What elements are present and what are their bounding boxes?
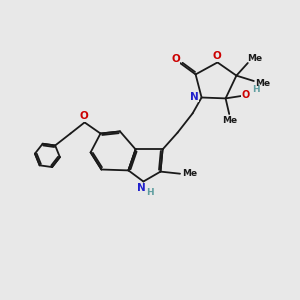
Text: N: N [190,92,199,102]
Text: H: H [146,188,154,197]
Text: Me: Me [222,116,237,125]
Text: O: O [212,51,221,61]
Text: O: O [242,89,250,100]
Text: Me: Me [255,80,270,88]
Text: Me: Me [247,54,262,63]
Text: Me: Me [182,169,197,178]
Text: N: N [136,183,146,193]
Text: O: O [80,111,88,122]
Text: H: H [252,85,260,94]
Text: O: O [171,53,180,64]
